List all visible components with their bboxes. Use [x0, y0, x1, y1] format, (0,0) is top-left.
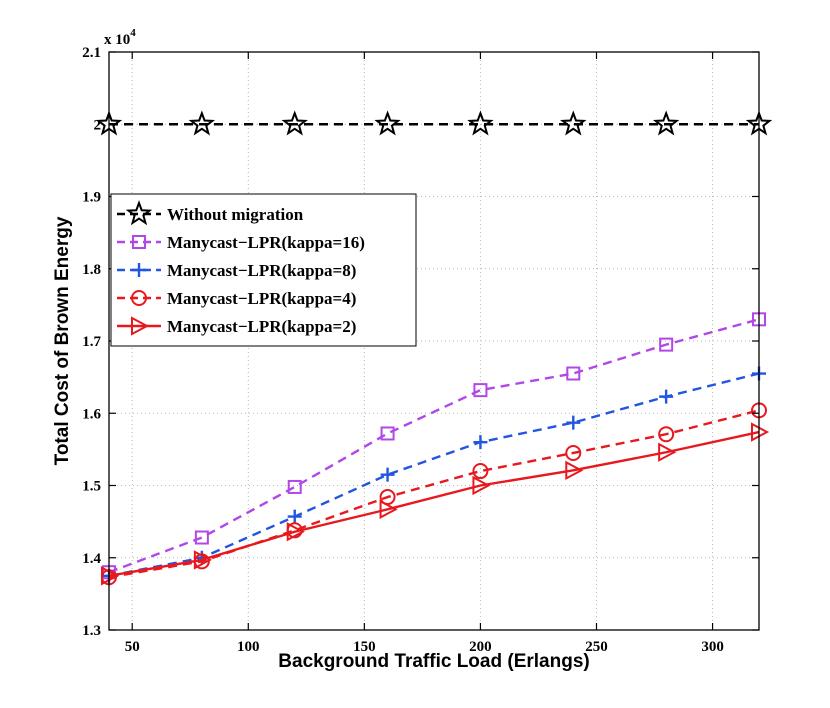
- data-point-marker: [287, 509, 302, 524]
- data-point-marker: [473, 435, 488, 450]
- data-point-marker: [565, 444, 582, 461]
- y-tick-label: 1.5: [82, 479, 101, 495]
- tick-labels: 50 100 150 200 250 300 1.3 1.4 1.5 1.6 1.7 1.8 1.9 2 2…: [82, 45, 724, 655]
- data-point-marker: [467, 110, 494, 136]
- data-point-marker: [380, 467, 395, 482]
- legend-label: Manycast−LPR(kappa=8): [167, 261, 356, 280]
- series-line: [108, 430, 760, 577]
- legend: Without migration Manycast−LPR(kappa=16) M…: [110, 193, 417, 347]
- x-tick-label: 200: [469, 639, 492, 655]
- y-axis-label: Total Cost of Brown Energy: [52, 216, 73, 465]
- y-tick-label: 1.3: [82, 623, 101, 639]
- data-point-marker: [658, 426, 675, 443]
- y-tick-label: 1.9: [82, 190, 101, 206]
- legend-marker: [125, 200, 153, 226]
- y-multiplier-exponent: 4: [130, 27, 136, 39]
- legend-marker: [132, 235, 146, 249]
- data-point-marker: [652, 110, 680, 136]
- legend-entry: Without migration: [117, 200, 304, 226]
- data-point-marker: [374, 110, 401, 136]
- data-point-marker: [472, 475, 491, 496]
- y-tick-label: 2: [94, 117, 102, 133]
- x-tick-label: 50: [125, 639, 140, 655]
- legend-entry: Manycast−LPR(kappa=4): [117, 289, 356, 308]
- y-multiplier-label: x 104: [104, 27, 136, 48]
- series-line: [108, 372, 760, 577]
- y-tick-label: 1.7: [82, 334, 101, 350]
- legend-label: Manycast−LPR(kappa=4): [167, 289, 356, 308]
- y-tick-label: 2.1: [82, 45, 101, 61]
- legend-marker: [131, 290, 147, 306]
- legend-box: [110, 193, 417, 347]
- data-point-marker: [379, 499, 398, 520]
- data-point-marker: [659, 389, 674, 404]
- legend-marker: [132, 263, 146, 277]
- data-point-marker: [193, 550, 212, 570]
- x-tick-label: 100: [237, 639, 260, 655]
- legend-entry: Manycast−LPR(kappa=8): [117, 261, 356, 280]
- data-point-marker: [565, 460, 584, 480]
- legend-label: Manycast−LPR(kappa=2): [167, 317, 356, 336]
- legend-marker: [131, 316, 150, 336]
- series-line: [108, 318, 760, 574]
- data-point-marker: [287, 479, 302, 494]
- data-point-marker: [566, 415, 581, 430]
- y-tick-label: 1.6: [82, 406, 101, 422]
- data-point-marker: [659, 337, 674, 352]
- x-tick-label: 300: [701, 639, 724, 655]
- x-axis-label: Background Traffic Load (Erlangs): [278, 651, 589, 672]
- legend-entry: Manycast−LPR(kappa=2): [117, 316, 356, 336]
- data-point-marker: [380, 426, 395, 441]
- legend-label: Without migration: [167, 205, 304, 224]
- x-tick-label: 250: [585, 639, 608, 655]
- data-point-marker: [281, 110, 308, 136]
- x-tick-label: 150: [353, 639, 376, 655]
- data-point-marker: [188, 110, 216, 136]
- data-point-marker: [566, 366, 581, 381]
- data-point-marker: [658, 442, 677, 462]
- y-tick-label: 1.8: [82, 262, 101, 278]
- legend-label: Manycast−LPR(kappa=16): [167, 233, 365, 252]
- data-point-marker: [194, 530, 209, 545]
- data-point-marker: [472, 463, 489, 480]
- y-tick-label: 1.4: [82, 551, 101, 567]
- legend-entry: Manycast−LPR(kappa=16): [117, 233, 365, 252]
- data-point-marker: [473, 383, 488, 398]
- data-point-marker: [286, 522, 305, 542]
- data-point-marker: [560, 110, 587, 136]
